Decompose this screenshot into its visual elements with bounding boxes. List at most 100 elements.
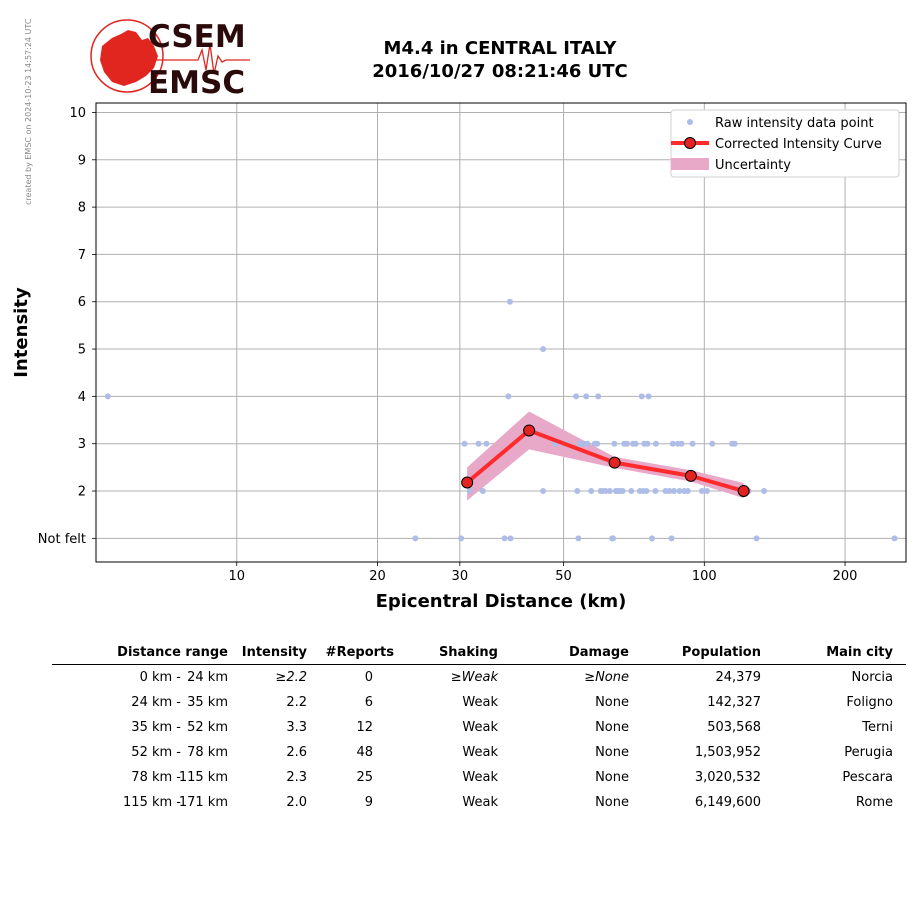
population-cell: 503,568: [707, 720, 761, 735]
main-city-cell: Terni: [862, 720, 893, 735]
logo-text-emsc: EMSC: [148, 65, 245, 98]
raw-data-point: [584, 440, 591, 447]
intensity-cell: 2.2: [286, 695, 307, 710]
table-row: 115 km -171 km 2.0 9 Weak None 6,149,600 Rome: [52, 790, 906, 815]
distance-to-cell: 35 km: [187, 695, 228, 710]
distance-from-cell: 78 km -: [131, 770, 181, 785]
table-row: 35 km - 52 km 3.3 12 Weak None 503,568 Terni: [52, 715, 906, 740]
main-city-cell: Rome: [855, 795, 893, 810]
raw-data-point: [505, 393, 512, 400]
raw-data-point: [594, 440, 601, 447]
raw-data-point: [689, 440, 696, 447]
y-tick-label: 8: [78, 201, 86, 216]
csem-emsc-logo: CSEM EMSC: [90, 19, 250, 98]
x-tick-label: 100: [692, 569, 717, 584]
plot-frame: [95, 102, 907, 563]
raw-data-point: [645, 393, 652, 400]
raw-data-point: [540, 346, 547, 353]
raw-data-point: [595, 393, 602, 400]
table-header-cell: Population: [681, 645, 761, 660]
raw-data-point: [583, 393, 590, 400]
plot-area: [96, 103, 906, 562]
population-cell: 142,327: [707, 695, 761, 710]
shaking-cell: ≥Weak: [450, 670, 498, 685]
raw-data-point: [619, 488, 626, 495]
main-city-cell: Pescara: [842, 770, 893, 785]
raw-data-point: [703, 488, 710, 495]
population-cell: 6,149,600: [694, 795, 761, 810]
raw-data-point: [507, 535, 514, 542]
legend: Raw intensity data point Corrected Intens…: [670, 109, 900, 178]
distance-from-cell: 35 km -: [131, 720, 181, 735]
chart-subtitle: 2016/10/27 08:21:46 UTC: [372, 61, 628, 82]
raw-data-point: [602, 488, 609, 495]
raw-data-point: [684, 488, 691, 495]
intensity-cell: 2.0: [286, 795, 307, 810]
raw-data-point: [670, 488, 677, 495]
x-tick-label: 20: [369, 569, 386, 584]
y-tick-label: 2: [78, 485, 86, 500]
table-header-row: Distance range Intensity #Reports Shaking Da…: [52, 640, 906, 665]
distance-to-cell: 78 km: [187, 745, 228, 760]
table-row: 24 km - 35 km 2.2 6 Weak None 142,327 Foligno: [52, 690, 906, 715]
shaking-cell: Weak: [462, 695, 498, 710]
raw-data-point: [461, 440, 468, 447]
distance-to-cell: 24 km: [187, 670, 228, 685]
reports-cell: 0: [364, 670, 373, 685]
y-tick-label: 5: [78, 343, 86, 358]
raw-data-point: [644, 440, 651, 447]
x-tick-label: 50: [555, 569, 572, 584]
raw-data-point: [466, 488, 473, 495]
raw-data-point: [611, 440, 618, 447]
reports-cell: 25: [356, 770, 373, 785]
raw-data-point: [652, 440, 659, 447]
raw-data-point: [573, 393, 580, 400]
raw-data-point: [632, 440, 639, 447]
reports-cell: 12: [356, 720, 373, 735]
legend-entry: Uncertainty: [715, 158, 791, 173]
y-tick-label: 3: [78, 437, 86, 452]
distance-from-cell: 115 km -: [123, 795, 181, 810]
raw-data-point: [668, 535, 675, 542]
population-cell: 24,379: [715, 670, 762, 685]
main-city-cell: Norcia: [851, 670, 893, 685]
table-row: 78 km -115 km 2.3 25 Weak None 3,020,532 Pesca…: [52, 765, 906, 790]
damage-cell: None: [595, 770, 629, 785]
table-header-cell: Main city: [826, 645, 893, 660]
y-tick-label: 9: [78, 153, 86, 168]
seismogram-icon: [144, 43, 250, 75]
damage-cell: None: [595, 695, 629, 710]
legend-swatch-uncertainty: [671, 158, 709, 170]
raw-data-point: [669, 440, 676, 447]
legend-entry: Corrected Intensity Curve: [715, 137, 882, 152]
raw-data-point: [698, 488, 705, 495]
main-city-cell: Foligno: [846, 695, 893, 710]
legend-swatch-marker: [684, 137, 696, 149]
shaking-cell: Weak: [462, 770, 498, 785]
raw-data-point: [412, 535, 419, 542]
table-header-cell: Shaking: [438, 645, 498, 660]
raw-data-point: [540, 488, 547, 495]
x-tick-label: 30: [452, 569, 469, 584]
reports-cell: 6: [364, 695, 373, 710]
raw-data-point: [623, 440, 630, 447]
damage-cell: None: [595, 720, 629, 735]
table-row: 52 km - 78 km 2.6 48 Weak None 1,503,952 Perugi…: [52, 740, 906, 765]
raw-data-point: [104, 393, 111, 400]
y-tick-label: 6: [78, 295, 86, 310]
raw-data-point: [709, 440, 716, 447]
damage-cell: None: [595, 745, 629, 760]
raw-data-point: [588, 488, 595, 495]
raw-data-point: [610, 535, 617, 542]
x-tick-label: 200: [833, 569, 858, 584]
raw-data-point: [638, 393, 645, 400]
shaking-cell: Weak: [462, 720, 498, 735]
intensity-cell: ≥2.2: [275, 670, 307, 685]
shaking-cell: Weak: [462, 795, 498, 810]
raw-data-point: [731, 440, 738, 447]
intensity-chart: 10 20 30 50 100 200 Not felt 2 3 4 5 6 7 8 9 10 Epicentr…: [11, 102, 907, 612]
legend-swatch-raw: [687, 119, 693, 125]
raw-data-point: [676, 488, 683, 495]
raw-data-point: [479, 488, 486, 495]
distance-from-cell: 24 km -: [131, 695, 181, 710]
